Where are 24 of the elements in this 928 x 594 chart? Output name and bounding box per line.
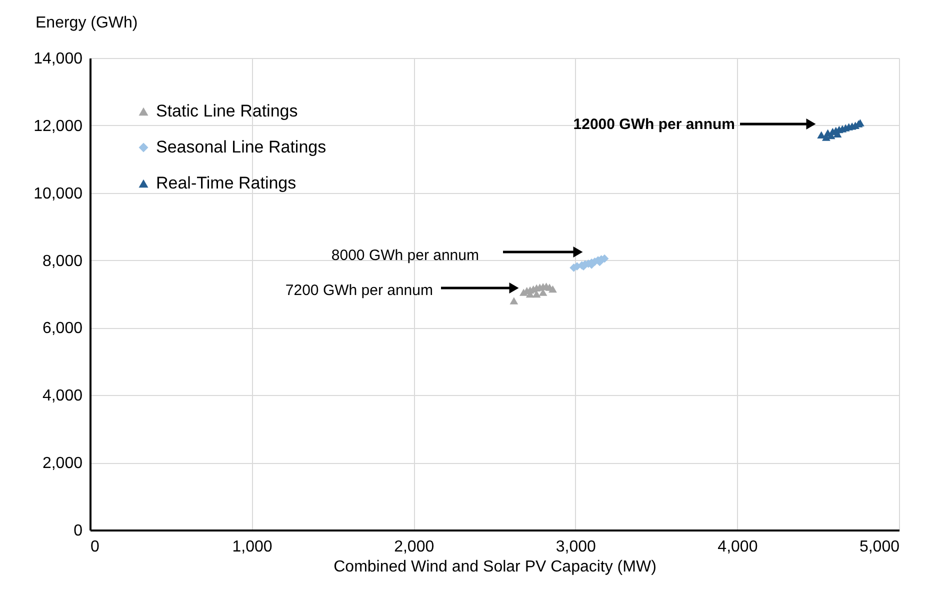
x-tick-label: 0	[90, 538, 100, 556]
y-tick-label: 6,000	[42, 320, 83, 338]
annotation: 12000 GWh per annum	[573, 116, 735, 133]
y-tick-label: 14,000	[34, 50, 83, 68]
point	[510, 297, 518, 304]
y-tick-label: 12,000	[34, 118, 83, 135]
x-axis-title: Combined Wind and Solar PV Capacity (MW)	[334, 558, 656, 576]
y-axis-title: Energy (GWh)	[36, 14, 138, 32]
annotation: 8000 GWh per annum	[331, 247, 479, 264]
y-tick-label: 2,000	[42, 455, 83, 472]
y-tick-label: 10,000	[34, 185, 83, 202]
x-tick-label: 1,000	[232, 538, 272, 556]
annotation: 7200 GWh per annum	[285, 282, 433, 299]
x-tick-label: 2,000	[394, 538, 434, 556]
x-tick-label: 4,000	[718, 538, 758, 556]
point	[548, 285, 557, 293]
legend-label: Seasonal Line Ratings	[156, 138, 326, 156]
legend-label: Real-Time Ratings	[156, 174, 296, 192]
y-tick-label: 8,000	[42, 252, 83, 270]
y-tick-label: 0	[74, 522, 83, 540]
x-tick-label: 5,000	[859, 538, 900, 556]
y-tick-label: 4,000	[42, 388, 83, 405]
x-tick-label: 3,000	[556, 538, 596, 556]
legend-label: Static Line Ratings	[156, 102, 298, 120]
